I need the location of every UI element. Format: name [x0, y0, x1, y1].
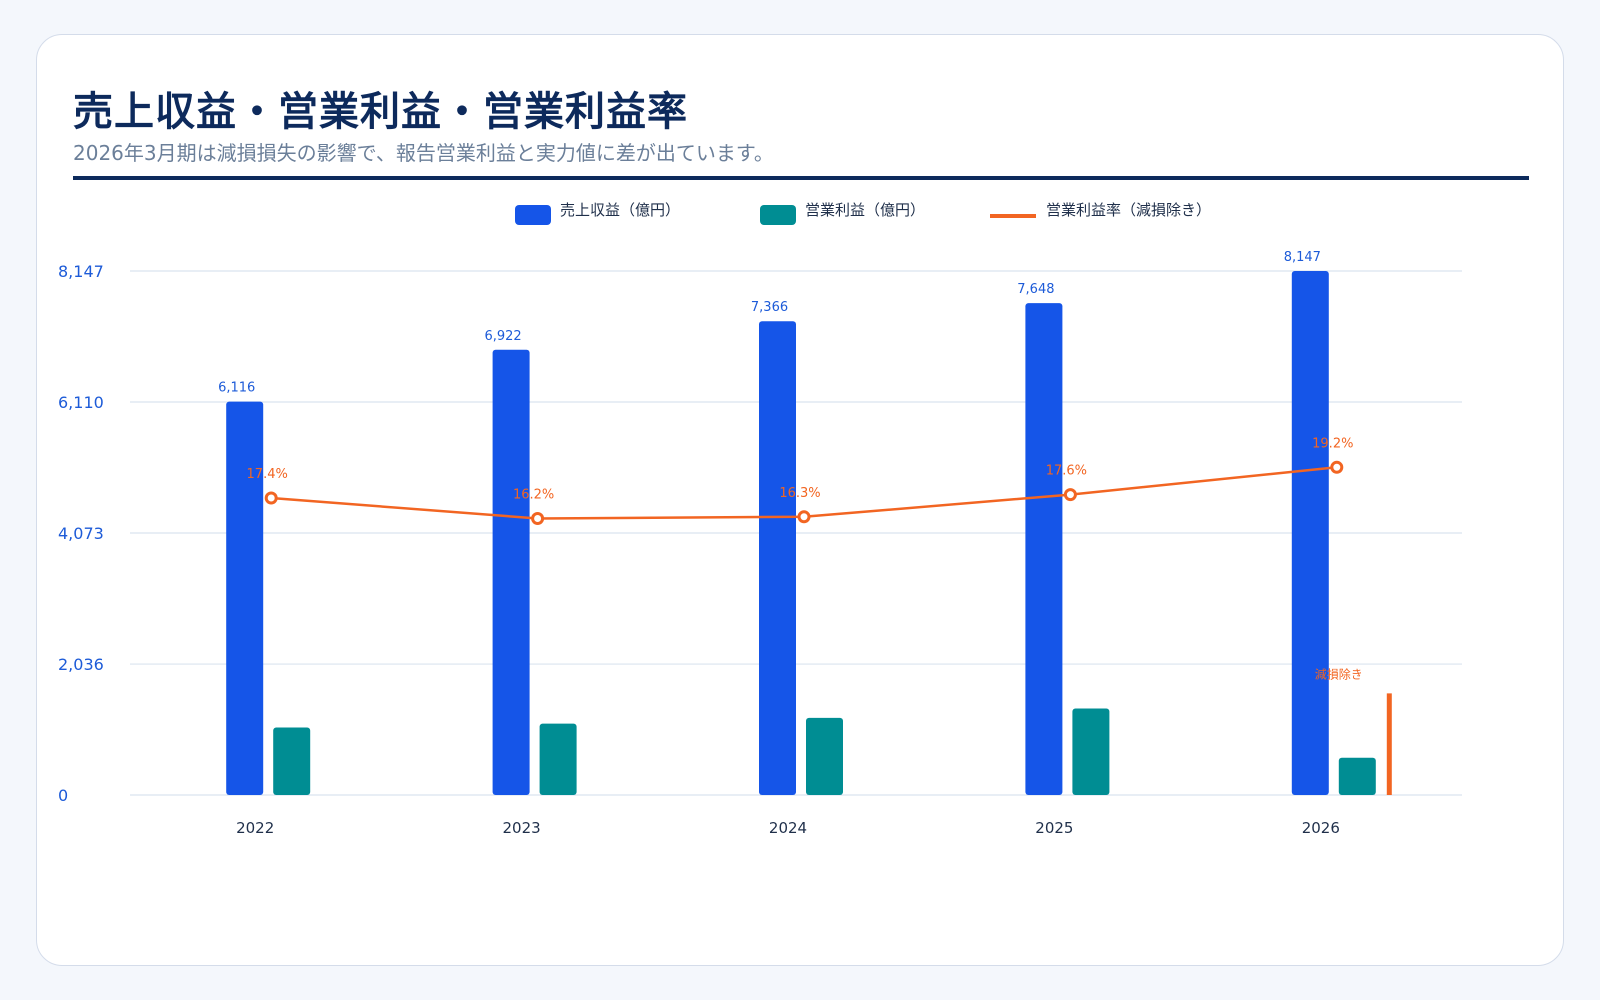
revenue-bar — [226, 401, 264, 795]
y-tick-label: 0 — [58, 786, 68, 805]
rate-value-label: 16.3% — [779, 486, 820, 501]
revenue-bar — [1025, 303, 1063, 795]
revenue-value-label: 7,366 — [751, 300, 788, 315]
revenue-bar — [492, 349, 530, 795]
revenue-bar — [759, 321, 796, 795]
y-tick-label: 4,073 — [58, 524, 104, 543]
revenue-value-label: 8,147 — [1284, 250, 1321, 265]
revenue-value-label: 7,648 — [1017, 282, 1054, 297]
x-tick-label: 2024 — [769, 819, 807, 837]
y-tick-label: 2,036 — [58, 655, 104, 674]
page-subtitle: 2026年3月期は減損損失の影響で、報告営業利益と実力値に差が出ています。 — [73, 141, 774, 165]
x-axis-ticks: 2022 2023 2024 2025 2026 — [236, 819, 1340, 837]
legend-swatch — [515, 205, 551, 225]
bars — [226, 271, 1376, 795]
rate-value-label: 16.2% — [513, 487, 554, 502]
rate-point — [1330, 460, 1344, 474]
legend-label: 営業利益（億円） — [805, 201, 925, 219]
rate-value-label: 17.4% — [247, 467, 288, 482]
x-tick-label: 2023 — [503, 819, 541, 837]
operating-profit-bar — [806, 717, 843, 795]
legend-swatch — [760, 205, 796, 225]
revenue-value-label: 6,922 — [484, 329, 521, 344]
x-tick-label: 2026 — [1302, 819, 1340, 837]
operating-profit-bar — [539, 723, 577, 795]
page-title: 売上収益・営業利益・営業利益率 — [73, 89, 688, 135]
operating-profit-bar — [1072, 708, 1110, 795]
operating-profit-bar — [273, 727, 311, 795]
revenue-bar — [1291, 271, 1329, 795]
operating-profit-bar — [1338, 757, 1376, 795]
x-tick-label: 2025 — [1035, 819, 1073, 837]
legend-label: 売上収益（億円） — [560, 201, 680, 219]
y-axis-ticks: 0 2,036 4,073 6,110 8,147 — [58, 262, 104, 805]
rate-point — [531, 511, 545, 525]
rate-line — [264, 460, 1344, 525]
revenue-value-label: 6,116 — [218, 381, 255, 396]
legend-label: 営業利益率（減損除き） — [1046, 201, 1211, 219]
rate-point — [264, 491, 278, 505]
data-labels: 6,116 6,922 7,366 7,648 8,147 17.4% 16.2% 16.3%… — [218, 250, 1353, 502]
x-tick-label: 2022 — [236, 819, 274, 837]
y-tick-label: 8,147 — [58, 262, 104, 281]
rate-point — [1063, 488, 1077, 502]
annotation: 減損除き — [1315, 666, 1392, 795]
rate-value-label: 19.2% — [1312, 436, 1353, 451]
impairment-adjusted-label: 減損除き — [1315, 666, 1363, 681]
y-tick-label: 6,110 — [58, 393, 104, 412]
title-divider — [73, 176, 1529, 180]
legend-swatch — [990, 214, 1036, 218]
rate-point — [797, 510, 811, 524]
legend[interactable]: 売上収益（億円） 営業利益（億円） 営業利益率（減損除き） — [515, 201, 1211, 225]
impairment-adjusted-marker — [1386, 693, 1392, 795]
rate-value-label: 17.6% — [1046, 464, 1087, 479]
